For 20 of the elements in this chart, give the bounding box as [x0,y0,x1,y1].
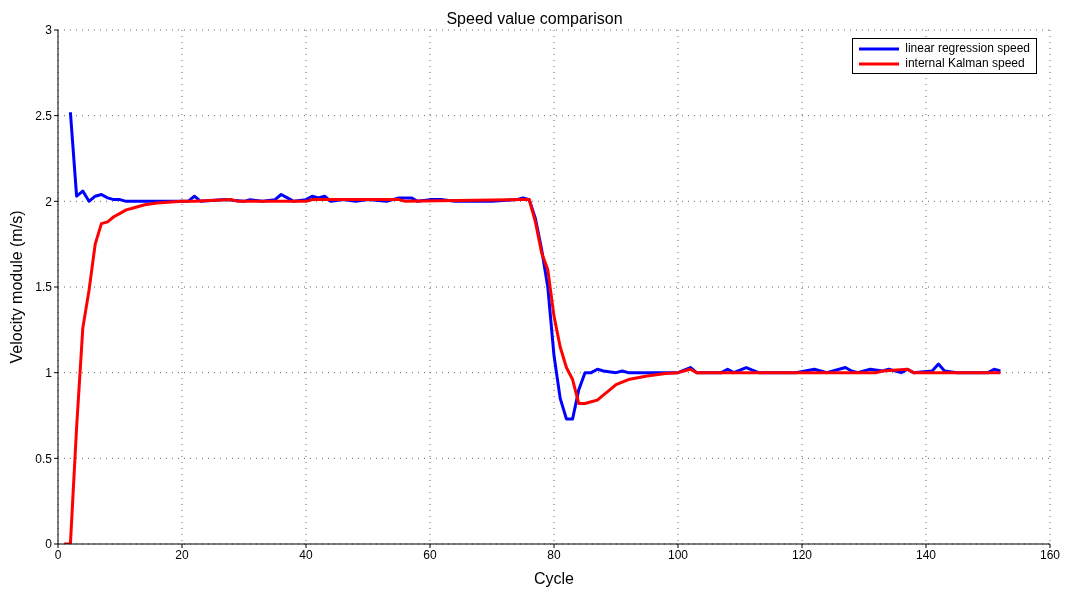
x-tick-label: 120 [791,547,813,562]
x-tick-label: 20 [175,547,189,562]
x-tick-label: 160 [1039,547,1061,562]
y-tick-label: 1 [45,365,53,380]
x-tick-label: 140 [915,547,937,562]
x-tick-label: 40 [299,547,313,562]
y-tick-label: 2.5 [35,108,53,123]
x-tick-label: 60 [423,547,437,562]
chart-title: Speed value comparison [446,10,623,27]
y-axis-title: Velocity module (m/s) [7,210,25,364]
x-axis-title: Cycle [533,570,575,587]
y-tick-label: 3 [45,23,53,38]
y-tick-label: 0.5 [35,451,53,466]
x-tick-label: 80 [547,547,561,562]
legend-label: internal Kalman speed [905,56,1025,71]
legend-label: linear regression speed [905,41,1030,56]
y-tick-label: 2 [45,194,53,209]
y-tick-label: 1.5 [35,280,53,295]
x-tick-label: 100 [667,547,689,562]
y-tick-label: 0 [45,537,53,552]
